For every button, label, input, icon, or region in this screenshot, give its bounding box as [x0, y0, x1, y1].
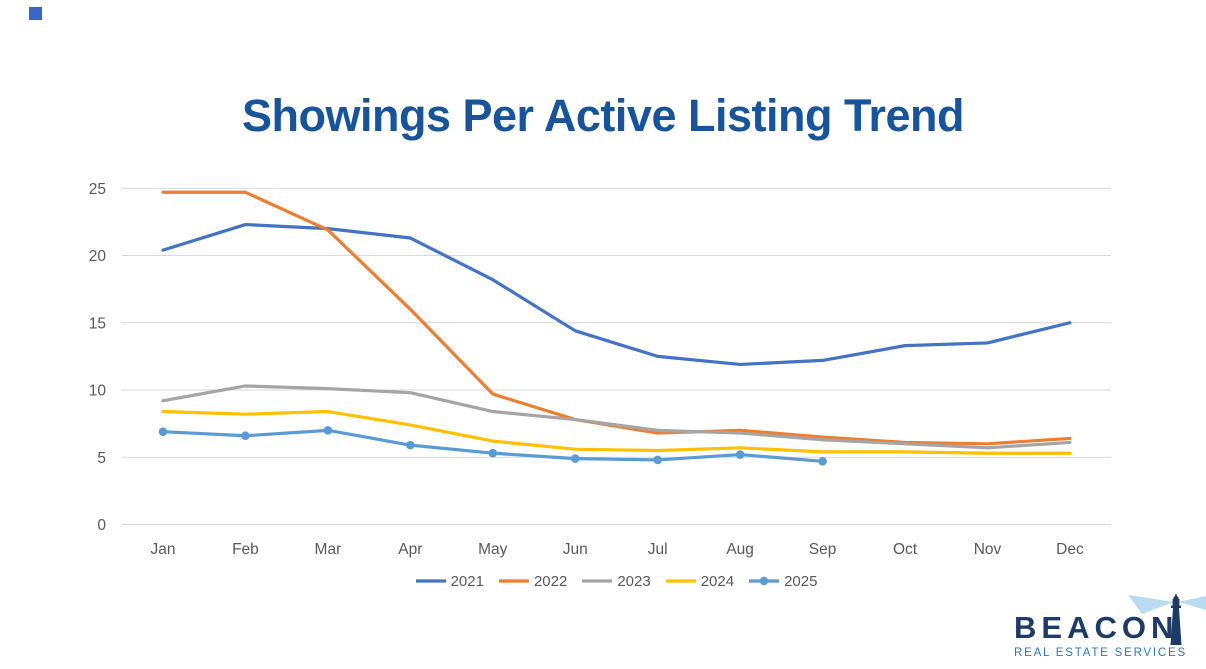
series-line-2021	[161, 222, 1072, 367]
legend-item-2022: 2022	[498, 572, 568, 590]
legend-label: 2022	[533, 572, 568, 590]
chart-legend: 2021 2022 2023 2024 2025	[122, 570, 1111, 592]
x-axis-tick-label: Nov	[974, 541, 1002, 558]
y-axis-tick-label: 25	[89, 181, 106, 198]
series-marker-2025	[406, 440, 415, 450]
y-axis-tick-label: 5	[97, 450, 106, 467]
x-axis-tick-label: Dec	[1056, 541, 1084, 558]
series-line-2022	[161, 190, 1072, 446]
chart-title: Showings Per Active Listing Trend	[242, 90, 964, 142]
legend-item-2021: 2021	[415, 572, 484, 590]
series-line-2024	[161, 409, 1072, 455]
legend-item-2025: 2025	[749, 573, 817, 590]
x-axis-tick-label: Sep	[809, 541, 837, 558]
x-axis-tick-label: May	[478, 541, 508, 558]
series-line-2023	[161, 384, 1072, 450]
legend-item-2024: 2024	[665, 572, 735, 590]
legend-item-2023: 2023	[582, 572, 651, 590]
legend-swatch-2022	[498, 579, 529, 583]
x-axis-tick-label: Jul	[648, 541, 668, 558]
y-axis-tick-label: 20	[89, 248, 107, 265]
logo-tagline: REAL ESTATE SERVICES	[1014, 647, 1187, 659]
lighthouse-icon	[1128, 594, 1206, 645]
series-marker-2025	[570, 454, 580, 463]
legend-swatch-2023	[582, 579, 613, 583]
legend-label: 2021	[450, 572, 484, 590]
logo-wordmark: BEACON	[1014, 610, 1179, 645]
y-axis-tick-label: 10	[89, 383, 107, 400]
x-axis-tick-label: Apr	[398, 541, 422, 558]
legend-label: 2025	[784, 572, 818, 590]
series-marker-2025	[323, 426, 333, 435]
beacon-logo: BEACON REAL ESTATE SERVICES	[1014, 612, 1199, 659]
series-marker-2025	[488, 448, 498, 458]
series-marker-2025	[735, 450, 745, 459]
x-axis-tick-label: Oct	[893, 541, 918, 558]
x-axis-tick-label: Mar	[315, 541, 342, 558]
series-marker-2025	[818, 456, 827, 466]
series-marker-2025	[653, 455, 662, 465]
legend-label: 2024	[700, 572, 735, 590]
legend-swatch-2024	[665, 579, 696, 583]
x-axis-tick-label: Feb	[232, 541, 259, 558]
legend-swatch-2025	[749, 576, 780, 586]
slide-accent-square	[29, 7, 42, 20]
y-axis-tick-label: 0	[97, 517, 106, 534]
series-marker-2025	[158, 427, 168, 436]
legend-swatch-2021	[415, 579, 446, 583]
y-axis-tick-label: 15	[89, 315, 106, 332]
x-axis-tick-label: Jun	[563, 541, 588, 558]
x-axis-tick-label: Jan	[151, 541, 176, 558]
series-marker-2025	[241, 431, 250, 441]
legend-label: 2023	[617, 572, 651, 590]
x-axis-tick-label: Aug	[726, 541, 754, 558]
